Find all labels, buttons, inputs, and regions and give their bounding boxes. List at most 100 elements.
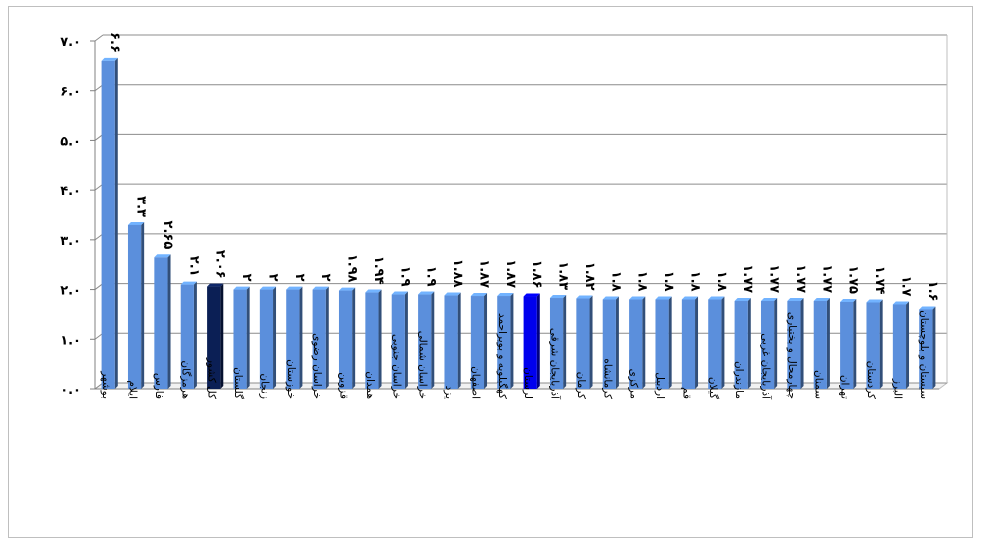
category-label: گیلان [707,377,720,399]
y-tick-label: ۴.۰ [60,184,81,199]
bar-side [826,298,830,389]
bar-side [404,291,408,389]
data-label: ۲ [265,274,280,282]
data-label: ۱.۸ [714,271,729,292]
bar-top [602,296,619,300]
bar [259,289,274,389]
bar-side [431,291,435,389]
bar [444,295,458,389]
bar-side [563,295,567,389]
data-label: ۱.۹۴ [371,256,386,285]
bar-top [734,298,751,302]
category-label: کهگیلویه و بویراحمد [496,313,509,399]
category-label: مازندران [733,361,745,399]
bar-side [457,292,461,389]
bar-top [127,221,145,225]
category-label: خوزستان [285,359,297,399]
category-label: کرمانشاه [601,358,613,399]
bar-top [259,286,277,290]
data-label: ۲.۰۶ [213,250,228,279]
bar [919,309,933,389]
category-label: ایلام [127,380,139,399]
bar-top [919,306,936,310]
bar-side [299,286,303,389]
bar-top [681,296,699,300]
data-label: ۱.۸۳ [556,261,571,290]
bar-side [774,298,778,389]
y-tick-label: ۷.۰ [60,35,81,50]
bar-side [695,296,699,389]
bar [286,289,300,389]
bar [602,299,616,389]
bar [180,284,194,389]
y-tick-label: ۶.۰ [60,85,81,100]
chart-frame: ۰.۰ ۱.۰ ۲.۰ ۳.۰ ۴.۰ ۵.۰ ۶.۰ ۷.۰ ۶.۶ بوشهر ۳.۳ ایلام… [8,6,973,538]
category-label: تهران [839,375,851,399]
category-label: آذربایجان غربی [760,333,773,400]
bar-top [892,301,910,305]
bar-top [497,293,514,297]
data-label: ۱.۷ [898,276,913,297]
y-tick-label: ۱.۰ [60,333,81,348]
data-label: ۲.۱ [186,256,201,277]
data-label: ۱.۸ [661,271,676,292]
bar-top [813,298,830,302]
bar-side [273,286,277,389]
data-label: ۱.۷۷ [793,264,808,293]
data-label: ۱.۸۶ [529,260,544,289]
bar-top [418,291,435,295]
y-tick-label: ۵.۰ [60,134,81,149]
bar-side [246,286,250,389]
category-label: چهارمحال و بختیاری [786,312,798,399]
bar [365,292,379,389]
bar-side [800,298,804,389]
data-label: ۲ [239,274,254,282]
category-label: فارس [153,373,165,399]
bar-top [101,57,118,61]
gridline-depth [94,34,104,42]
data-label: ۱.۹ [397,266,412,287]
bar [708,299,722,389]
bar [629,299,643,389]
bar [312,289,326,389]
bar-top [840,299,857,302]
bar-top [233,286,250,290]
category-label: قزوین [338,372,350,399]
category-label: البرز [891,378,903,399]
y-tick-label: ۰.۰ [60,383,81,398]
bar-top [391,291,408,295]
data-label: ۲ [292,274,307,282]
data-label: ۱.۸ [687,271,702,292]
category-label: زنجان [258,373,270,399]
bar-top [760,298,778,302]
bar-side [853,299,857,389]
bar-top [629,296,646,300]
bar-side [325,286,329,389]
bar-side [906,301,910,389]
data-label: ۱.۹ [424,266,439,287]
data-label: ۶.۶ [107,32,122,53]
data-label: ۱.۸ [635,271,650,292]
bar-top [207,283,224,287]
data-label: ۱.۷۴ [872,266,887,295]
bar [523,296,537,389]
data-label: ۱.۸۷ [476,259,491,288]
data-label: ۳.۳ [134,196,149,217]
bar-side [721,296,725,389]
bar-top [312,286,329,290]
bar-side [141,221,145,389]
bar-top [365,289,382,293]
bar [787,301,801,389]
category-label: خراسان رضوی [311,333,323,399]
bar [734,301,748,389]
bar-side [510,293,514,389]
category-label: اصفهان [469,366,481,399]
bar-top [338,287,356,291]
bar [681,299,696,389]
bar [760,301,775,389]
bar-top [180,281,197,285]
bar [470,296,485,389]
bar-side [668,296,672,389]
bar-side [615,296,619,389]
bar-top [523,293,540,297]
